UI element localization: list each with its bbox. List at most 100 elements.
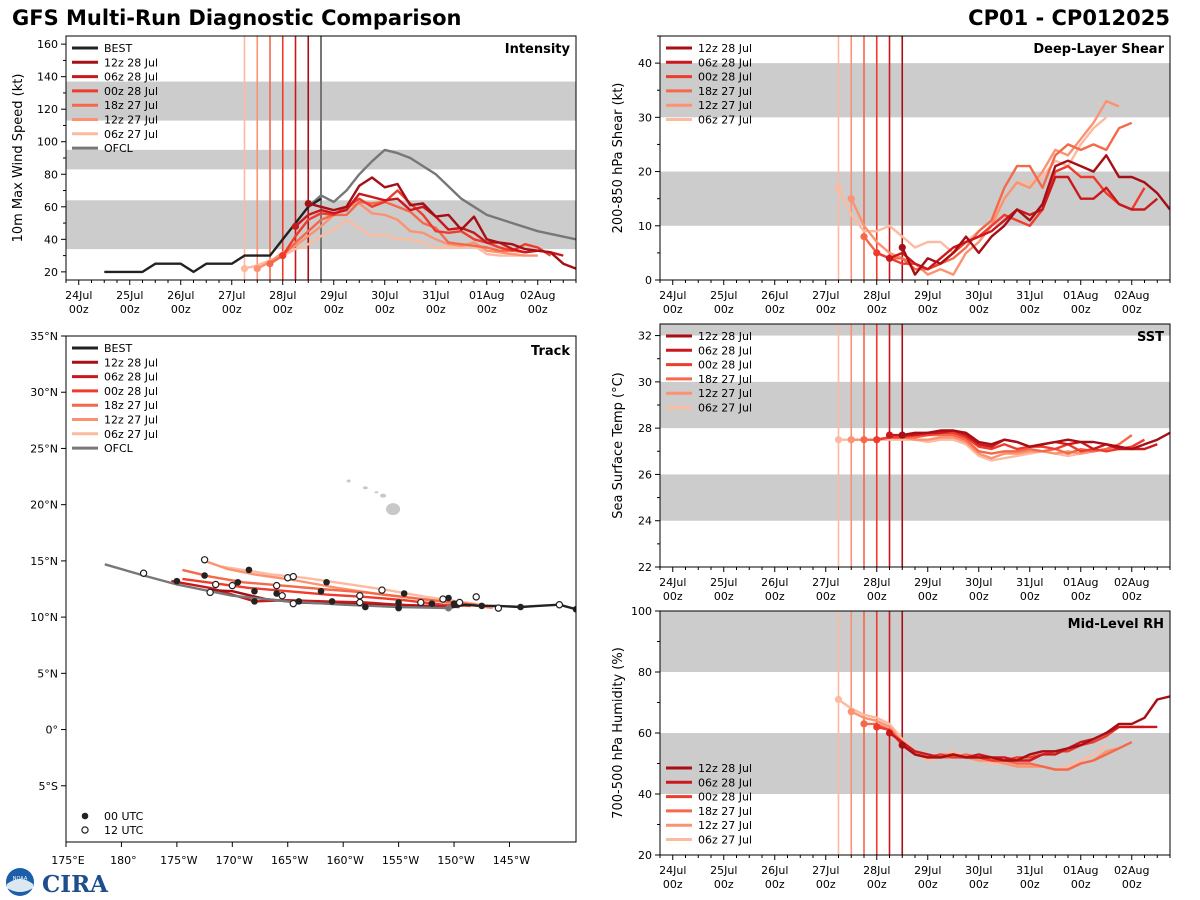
x-tick-label-date: 01Aug (1063, 864, 1098, 877)
x-tick-label-date: 24Jul (659, 864, 686, 877)
x-tick-label-date: 29Jul (320, 289, 347, 302)
x-tick-label-date: 28Jul (863, 576, 890, 589)
y-axis-label: 200-850 hPa Shear (kt) (611, 83, 626, 234)
lat-tick-label: 35°N (30, 330, 58, 343)
x-tick-label-hour: 00z (918, 590, 938, 603)
marker-00utc (173, 577, 181, 585)
x-tick-label-hour: 00z (867, 878, 887, 891)
x-tick-label-hour: 00z (1020, 590, 1040, 603)
chart-rh: 2040608010024Jul00z25Jul00z26Jul00z27Jul… (611, 605, 1171, 891)
marker-12utc (278, 592, 286, 600)
marker-12utc (356, 598, 364, 607)
panel-title: Deep-Layer Shear (1033, 42, 1164, 57)
legend-label: BEST (104, 42, 132, 55)
marker-00utc (328, 598, 336, 605)
x-tick-label-hour: 00z (477, 303, 497, 316)
y-tick-label: 28 (638, 422, 652, 435)
marker-00utc (245, 566, 253, 574)
series-start-point (860, 436, 868, 444)
series-start-point (885, 431, 894, 439)
map-frame (65, 335, 577, 843)
lon-tick-label: 145°W (493, 854, 530, 867)
chart-intensity: 2040608010012014016024Jul00z25Jul00z26Ju… (11, 35, 577, 316)
x-tick-label-date: 28Jul (863, 864, 890, 877)
x-tick-label-hour: 00z (867, 303, 887, 316)
y-tick-label: 100 (37, 136, 58, 149)
legend-label: 12z 28 Jul (104, 356, 158, 369)
y-tick-label: 22 (638, 561, 652, 574)
chart-sst: 22242628303224Jul00z25Jul00z26Jul00z27Ju… (611, 323, 1171, 603)
lon-tick-label: 175°E (51, 854, 84, 867)
legend-label: 12z 27 Jul (104, 114, 158, 127)
series-line (902, 429, 1170, 451)
x-tick-label-date: 30Jul (371, 289, 398, 302)
series-start-point (885, 729, 894, 737)
series-start-point (279, 252, 287, 260)
x-tick-label-date: 29Jul (914, 289, 941, 302)
legend-label: 06z 27 Jul (104, 428, 158, 441)
legend-label: 12z 28 Jul (698, 42, 752, 55)
x-tick-label-hour: 00z (1122, 878, 1142, 891)
cira-logo-text: CIRA (42, 871, 109, 898)
x-tick-label-date: 31Jul (1016, 289, 1043, 302)
y-tick-label: 60 (44, 201, 58, 214)
series-start-point (860, 720, 868, 728)
lat-tick-label: 20°N (30, 499, 58, 512)
legend-label: 00z 28 Jul (698, 359, 752, 372)
legend-label: 06z 28 Jul (698, 776, 752, 789)
x-tick-label-date: 31Jul (1016, 864, 1043, 877)
panel-title: SST (1137, 330, 1164, 345)
legend-label: 12 UTC (104, 824, 144, 837)
x-tick-label-hour: 00z (69, 303, 89, 316)
island-land (346, 479, 351, 483)
series-start-point (253, 265, 261, 273)
noaa-logo-wave (7, 879, 33, 892)
y-tick-label: 30 (638, 376, 652, 389)
island-land (374, 491, 379, 494)
legend-label: 12z 27 Jul (698, 99, 752, 112)
legend-label: 06z 27 Jul (698, 114, 752, 127)
marker-00utc (251, 598, 258, 605)
y-tick-label: 0 (645, 274, 652, 287)
threshold-band (660, 474, 1170, 521)
y-tick-label: 20 (44, 266, 58, 279)
x-tick-label-hour: 00z (663, 878, 683, 891)
x-tick-label-hour: 00z (120, 303, 140, 316)
legend-label: 12z 28 Jul (698, 762, 752, 775)
x-tick-label-hour: 00z (714, 878, 734, 891)
x-tick-label-hour: 00z (1071, 303, 1091, 316)
marker-00utc (572, 605, 576, 613)
legend-label: 18z 27 Jul (104, 99, 158, 112)
series-line (889, 175, 1159, 271)
series-start-point (266, 260, 274, 268)
legend-label: 06z 27 Jul (698, 834, 752, 847)
x-tick-label-date: 27Jul (218, 289, 245, 302)
marker-00utc (317, 587, 325, 595)
x-tick-label-date: 26Jul (167, 289, 194, 302)
lon-tick-label: 175°W (160, 854, 197, 867)
plot-area (66, 36, 576, 280)
panel-title: Mid-Level RH (1068, 617, 1164, 632)
plot-area (660, 324, 1170, 567)
marker-00utc (395, 599, 402, 606)
marker-00utc (201, 572, 208, 579)
x-tick-label-date: 31Jul (422, 289, 449, 302)
series-line (256, 202, 538, 270)
lat-tick-label: 0° (46, 724, 59, 737)
legend-label: 12z 27 Jul (104, 414, 158, 427)
x-tick-label-date: 25Jul (710, 576, 737, 589)
legend-label: 06z 28 Jul (698, 56, 752, 69)
island-land (362, 486, 368, 490)
legend-label: 12z 27 Jul (698, 387, 752, 400)
chart-shear: 01020304024Jul00z25Jul00z26Jul00z27Jul00… (611, 35, 1171, 316)
legend-label: 00z 28 Jul (104, 385, 158, 398)
x-tick-label-date: 27Jul (812, 289, 839, 302)
lat-tick-label: 5°S (39, 780, 58, 793)
marker-12utc (200, 556, 209, 564)
x-tick-label-hour: 00z (816, 303, 836, 316)
marker-00utc (273, 590, 280, 597)
x-tick-label-date: 01Aug (469, 289, 504, 302)
x-tick-label-hour: 00z (765, 303, 785, 316)
legend-label: 18z 27 Jul (698, 373, 752, 386)
x-tick-label-date: 01Aug (1063, 576, 1098, 589)
